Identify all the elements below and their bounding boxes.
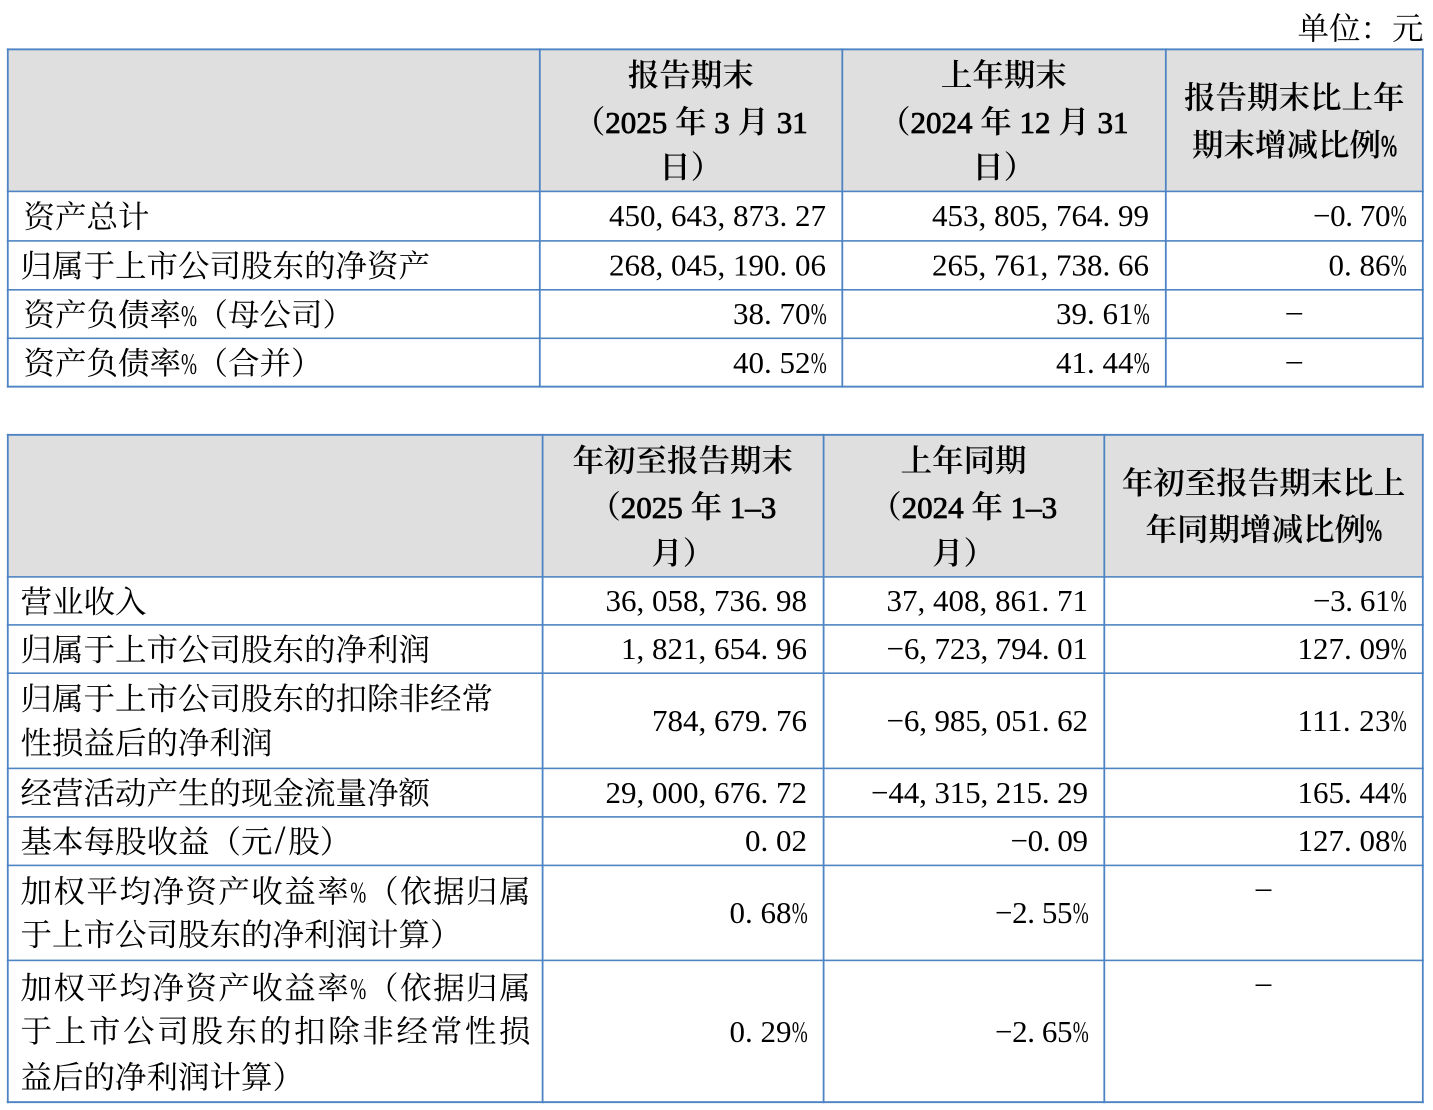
svg-text:111. 23: 111. 23	[1298, 703, 1391, 738]
svg-text:%: %	[1366, 513, 1382, 548]
svg-text:784, 679. 76: 784, 679. 76	[652, 703, 807, 738]
svg-text:%: %	[1391, 248, 1407, 283]
svg-text:%: %	[1391, 632, 1407, 667]
svg-text:3: 3	[714, 105, 730, 140]
svg-text:%: %	[181, 347, 197, 382]
svg-text:40. 52: 40. 52	[733, 345, 811, 380]
svg-text:41. 44: 41. 44	[1056, 345, 1134, 380]
svg-text:−0. 09: −0. 09	[1011, 823, 1089, 858]
svg-text:–: –	[1255, 870, 1272, 905]
svg-text:%: %	[792, 1014, 808, 1049]
svg-text:127. 09: 127. 09	[1298, 631, 1391, 666]
svg-text:%: %	[1391, 199, 1407, 234]
svg-text:%: %	[792, 895, 808, 930]
svg-text:%: %	[1134, 297, 1150, 332]
svg-text:39. 61: 39. 61	[1056, 296, 1134, 331]
svg-text:−2. 55: −2. 55	[995, 895, 1073, 930]
svg-text:%: %	[1073, 1014, 1089, 1049]
svg-text:%: %	[1391, 775, 1407, 810]
svg-text:−0. 70: −0. 70	[1313, 198, 1391, 233]
svg-text:%: %	[811, 297, 827, 332]
svg-text:37, 408, 861. 71: 37, 408, 861. 71	[887, 583, 1089, 618]
svg-text:268, 045, 190. 06: 268, 045, 190. 06	[609, 248, 826, 283]
svg-text:−44, 315, 215. 29: −44, 315, 215. 29	[871, 775, 1088, 810]
svg-text:−3. 61: −3. 61	[1313, 583, 1391, 618]
svg-text:12: 12	[1020, 105, 1051, 140]
svg-text:−6, 723, 794. 01: −6, 723, 794. 01	[887, 631, 1089, 666]
svg-text:%: %	[1073, 895, 1089, 930]
svg-text:38. 70: 38. 70	[733, 296, 811, 331]
svg-text:%: %	[1391, 824, 1407, 859]
svg-text:%: %	[350, 875, 366, 910]
svg-text:–: –	[1285, 293, 1302, 328]
svg-text:%: %	[1391, 584, 1407, 619]
svg-text:%: %	[1134, 345, 1150, 380]
svg-text:453, 805, 764. 99: 453, 805, 764. 99	[932, 198, 1149, 233]
svg-text:2025: 2025	[605, 105, 667, 140]
svg-text:1–3: 1–3	[730, 490, 777, 525]
svg-text:%: %	[1391, 703, 1407, 738]
svg-text:%: %	[811, 345, 827, 380]
svg-text:/: /	[275, 817, 286, 862]
svg-text:450, 643, 873. 27: 450, 643, 873. 27	[609, 198, 826, 233]
svg-text:–: –	[1285, 342, 1302, 377]
svg-text:1, 821, 654. 96: 1, 821, 654. 96	[621, 631, 807, 666]
svg-text:265, 761, 738. 66: 265, 761, 738. 66	[932, 248, 1149, 283]
svg-text:–: –	[1255, 964, 1272, 999]
svg-text:%: %	[1381, 128, 1397, 163]
svg-text:31: 31	[1098, 105, 1129, 140]
svg-text:−2. 65: −2. 65	[995, 1014, 1073, 1049]
svg-text:165. 44: 165. 44	[1298, 775, 1392, 810]
svg-text:0. 29: 0. 29	[730, 1014, 792, 1049]
svg-text:1–3: 1–3	[1011, 490, 1058, 525]
svg-text:0. 68: 0. 68	[730, 895, 792, 930]
svg-text:127. 08: 127. 08	[1298, 823, 1391, 858]
svg-text:31: 31	[777, 105, 808, 140]
svg-text:0. 02: 0. 02	[745, 823, 807, 858]
svg-text:2025: 2025	[621, 490, 683, 525]
svg-text:%: %	[181, 298, 197, 333]
svg-text:36, 058, 736. 98: 36, 058, 736. 98	[606, 583, 808, 618]
svg-text:29, 000, 676. 72: 29, 000, 676. 72	[606, 775, 808, 810]
svg-text:0. 86: 0. 86	[1329, 248, 1391, 283]
svg-text:%: %	[350, 971, 366, 1006]
svg-text:2024: 2024	[902, 490, 965, 525]
svg-text:2024: 2024	[911, 105, 974, 140]
svg-text:−6, 985, 051. 62: −6, 985, 051. 62	[887, 703, 1089, 738]
